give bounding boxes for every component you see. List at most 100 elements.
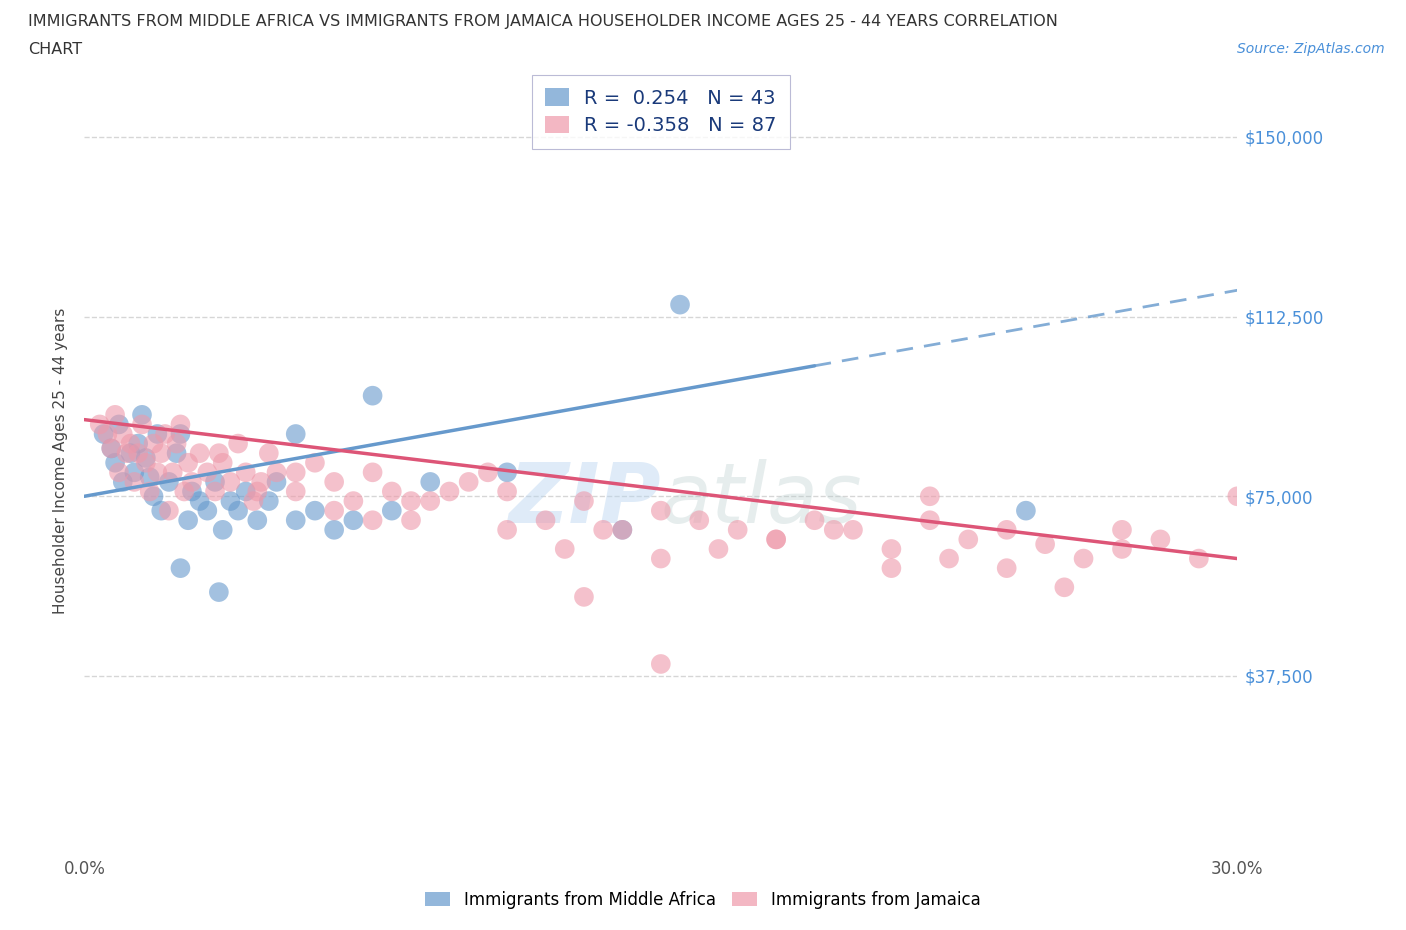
Point bbox=[146, 465, 169, 480]
Point bbox=[399, 512, 422, 527]
Point bbox=[169, 561, 191, 576]
Point bbox=[169, 417, 191, 432]
Point bbox=[284, 484, 307, 498]
Y-axis label: Householder Income Ages 25 - 44 years: Householder Income Ages 25 - 44 years bbox=[53, 307, 69, 614]
Point bbox=[257, 494, 280, 509]
Point bbox=[399, 494, 422, 509]
Point bbox=[938, 551, 960, 566]
Point bbox=[323, 503, 346, 518]
Point bbox=[1111, 541, 1133, 556]
Point bbox=[135, 456, 157, 471]
Text: atlas: atlas bbox=[661, 459, 862, 540]
Point bbox=[104, 407, 127, 422]
Point bbox=[572, 494, 595, 509]
Point bbox=[100, 441, 122, 456]
Point bbox=[181, 474, 204, 489]
Point bbox=[266, 474, 288, 489]
Point bbox=[572, 590, 595, 604]
Point bbox=[361, 512, 384, 527]
Point bbox=[111, 427, 134, 442]
Point bbox=[650, 657, 672, 671]
Point bbox=[96, 427, 118, 442]
Point bbox=[153, 427, 176, 442]
Point bbox=[1226, 489, 1249, 504]
Point bbox=[1073, 551, 1095, 566]
Point bbox=[304, 503, 326, 518]
Point bbox=[127, 436, 149, 451]
Point bbox=[419, 494, 441, 509]
Point bbox=[226, 436, 249, 451]
Point bbox=[323, 523, 346, 538]
Point bbox=[162, 465, 184, 480]
Point bbox=[1015, 503, 1038, 518]
Point bbox=[284, 427, 307, 442]
Point bbox=[765, 532, 787, 547]
Point bbox=[177, 456, 200, 471]
Point bbox=[208, 445, 231, 460]
Point bbox=[361, 388, 384, 403]
Point bbox=[257, 445, 280, 460]
Point bbox=[727, 523, 749, 538]
Point bbox=[131, 417, 153, 432]
Point bbox=[765, 532, 787, 547]
Point bbox=[235, 484, 257, 498]
Point bbox=[195, 465, 218, 480]
Point bbox=[496, 465, 519, 480]
Point bbox=[188, 494, 211, 509]
Point bbox=[104, 456, 127, 471]
Point bbox=[823, 523, 845, 538]
Point bbox=[1149, 532, 1171, 547]
Point bbox=[120, 436, 142, 451]
Point bbox=[439, 484, 461, 498]
Point bbox=[612, 523, 634, 538]
Point bbox=[381, 484, 404, 498]
Point bbox=[842, 523, 865, 538]
Legend: R =  0.254   N = 43, R = -0.358   N = 87: R = 0.254 N = 43, R = -0.358 N = 87 bbox=[531, 74, 790, 149]
Text: IMMIGRANTS FROM MIDDLE AFRICA VS IMMIGRANTS FROM JAMAICA HOUSEHOLDER INCOME AGES: IMMIGRANTS FROM MIDDLE AFRICA VS IMMIGRA… bbox=[28, 14, 1057, 29]
Point bbox=[650, 503, 672, 518]
Point bbox=[246, 484, 269, 498]
Point bbox=[361, 465, 384, 480]
Point bbox=[235, 465, 257, 480]
Point bbox=[381, 503, 404, 518]
Point bbox=[115, 445, 138, 460]
Point bbox=[226, 503, 249, 518]
Point bbox=[612, 523, 634, 538]
Point bbox=[169, 427, 191, 442]
Point bbox=[669, 298, 692, 312]
Point bbox=[150, 503, 173, 518]
Point bbox=[166, 445, 188, 460]
Point bbox=[93, 427, 115, 442]
Point bbox=[219, 494, 242, 509]
Point bbox=[138, 470, 160, 485]
Point bbox=[124, 474, 146, 489]
Point bbox=[204, 484, 226, 498]
Point bbox=[918, 489, 941, 504]
Point bbox=[195, 503, 218, 518]
Point bbox=[1111, 523, 1133, 538]
Point bbox=[284, 465, 307, 480]
Point bbox=[150, 445, 173, 460]
Point bbox=[131, 407, 153, 422]
Point bbox=[419, 474, 441, 489]
Text: ZIP: ZIP bbox=[508, 459, 661, 540]
Point bbox=[342, 494, 364, 509]
Point bbox=[157, 474, 180, 489]
Point bbox=[496, 484, 519, 498]
Point bbox=[89, 417, 111, 432]
Point bbox=[111, 474, 134, 489]
Point bbox=[918, 512, 941, 527]
Point bbox=[204, 474, 226, 489]
Point bbox=[208, 585, 231, 600]
Point bbox=[1033, 537, 1056, 551]
Point bbox=[957, 532, 980, 547]
Point bbox=[880, 561, 903, 576]
Text: Source: ZipAtlas.com: Source: ZipAtlas.com bbox=[1237, 42, 1385, 56]
Point bbox=[323, 474, 346, 489]
Point bbox=[995, 561, 1018, 576]
Point bbox=[1053, 580, 1076, 595]
Point bbox=[534, 512, 557, 527]
Point bbox=[707, 541, 730, 556]
Point bbox=[554, 541, 576, 556]
Point bbox=[242, 494, 264, 509]
